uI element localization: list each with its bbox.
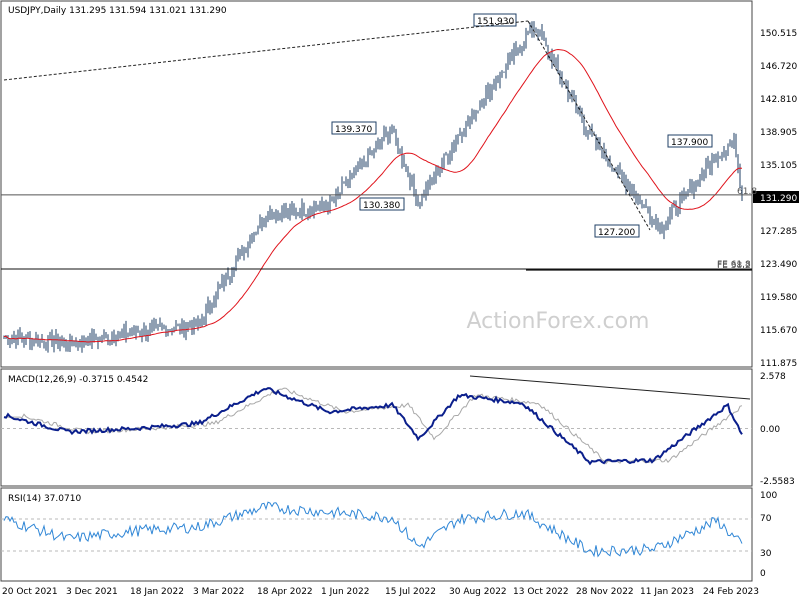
x-tick: 18 Jan 2022 [130, 587, 184, 597]
svg-text:139.370: 139.370 [335, 125, 372, 135]
macd-signal-line [4, 387, 743, 465]
rsi-series-layer [1, 501, 752, 558]
x-tick: 11 Jan 2023 [640, 587, 694, 597]
trendline-dashed [3, 20, 529, 81]
rsi-tick: 70 [760, 514, 772, 524]
macd-tick: -2.5583 [760, 477, 795, 487]
price-tick: 119.580 [760, 293, 797, 303]
moving-average-line [3, 48, 743, 343]
annotation-127200: 127.200 [594, 224, 640, 238]
rsi-tick: 0 [760, 569, 766, 579]
price-tick: 150.515 [760, 29, 797, 39]
svg-text:127.200: 127.200 [598, 228, 635, 238]
macd-tick: 0.00 [760, 425, 780, 435]
price-tick: 142.810 [760, 95, 797, 105]
macd-header: MACD(12,26,9) -0.3715 0.4542 [8, 375, 148, 385]
fib-618-label: 61.8 [737, 187, 757, 197]
price-tick: 127.285 [760, 227, 797, 237]
fe-618-label: FE 61.8 [717, 260, 751, 270]
projection-dashed [527, 20, 651, 231]
x-tick: 28 Nov 2022 [576, 587, 634, 597]
svg-text:130.380: 130.380 [363, 201, 400, 211]
annotation-139370: 139.370 [331, 121, 377, 135]
macd-series-layer [1, 375, 752, 466]
price-tick: 111.875 [760, 359, 797, 369]
x-tick: 13 Oct 2022 [513, 587, 569, 597]
price-tick: 135.105 [760, 161, 797, 171]
x-tick: 3 Mar 2022 [193, 587, 244, 597]
rsi-tick: 100 [760, 491, 777, 501]
svg-text:137.900: 137.900 [671, 138, 708, 148]
last-price-box [753, 191, 799, 203]
svg-text:151.930: 151.930 [477, 17, 514, 27]
fe-382-label: FE 38.2 [717, 261, 751, 271]
price-tick: 123.490 [760, 260, 797, 270]
price-tick: 146.720 [760, 62, 797, 72]
macd-trendline [469, 375, 751, 400]
x-tick: 30 Aug 2022 [449, 587, 507, 597]
price-tick: 115.670 [760, 326, 797, 336]
annotation-130380: 130.380 [359, 197, 405, 211]
rsi-tick: 30 [760, 549, 772, 559]
x-tick: 15 Jul 2022 [385, 587, 436, 597]
x-tick: 3 Dec 2021 [66, 587, 118, 597]
watermark: ActionForex.com [467, 309, 650, 334]
rsi-panel [0, 487, 753, 582]
price-header: USDJPY,Daily 131.295 131.594 131.021 131… [8, 6, 227, 16]
rsi-line [3, 501, 743, 558]
last-price-label: 131.290 [760, 194, 797, 204]
price-tick: 138.905 [760, 128, 797, 138]
x-tick: 1 Jun 2022 [321, 587, 369, 597]
price-panel [0, 0, 753, 368]
rsi-header: RSI(14) 37.0710 [8, 494, 81, 504]
price-series-layer [1, 20, 752, 353]
macd-tick: 2.578 [760, 372, 786, 382]
macd-line [3, 387, 743, 466]
annotation-151930: 151.930 [473, 13, 517, 27]
x-tick: 20 Oct 2021 [2, 587, 58, 597]
annotation-137900: 137.900 [667, 134, 713, 148]
x-tick: 24 Feb 2023 [703, 587, 759, 597]
x-tick: 18 Apr 2022 [257, 587, 313, 597]
macd-panel [0, 368, 753, 487]
